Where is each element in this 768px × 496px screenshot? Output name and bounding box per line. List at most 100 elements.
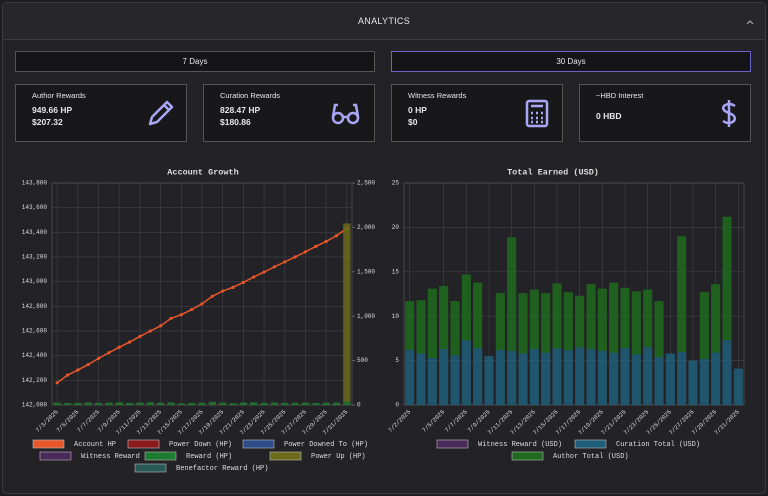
y-tick-label: 142,600 <box>22 328 48 335</box>
bar <box>416 300 426 354</box>
point <box>55 381 59 385</box>
card-title: ~HBD Interest <box>596 91 644 100</box>
bar <box>229 403 237 405</box>
point <box>252 275 256 279</box>
collapse-icon <box>746 20 754 25</box>
card-value: 0 HP <box>408 105 427 115</box>
legend-swatch <box>269 451 302 461</box>
point <box>334 234 339 238</box>
bar <box>260 402 268 405</box>
legend-swatch <box>32 439 65 449</box>
bar <box>484 356 494 405</box>
card-value: $207.32 <box>32 117 63 127</box>
header[interactable]: ANALYTICS <box>3 3 765 40</box>
bar <box>239 402 247 405</box>
bar <box>541 352 551 405</box>
point <box>210 294 214 298</box>
bar <box>281 402 289 405</box>
chart-title: Account Growth <box>167 167 238 177</box>
y-tick-label: 142,000 <box>22 402 48 409</box>
bar <box>312 402 320 405</box>
bar <box>208 401 216 405</box>
bar <box>507 237 517 351</box>
y2-tick-label: 1,000 <box>357 313 375 320</box>
y-tick-label: 10 <box>392 313 400 320</box>
bar <box>94 402 103 405</box>
bar <box>74 402 82 405</box>
bar <box>188 402 196 405</box>
x-tick-label: 7/31/2025 <box>713 408 741 436</box>
card-value: $180.86 <box>220 117 251 127</box>
bar <box>219 402 227 405</box>
bar <box>688 360 698 405</box>
plot-frame <box>403 182 745 406</box>
bar <box>699 292 709 359</box>
bar <box>575 295 585 348</box>
bar <box>609 282 619 353</box>
bar <box>575 347 585 405</box>
bar <box>518 293 528 354</box>
legend-swatch <box>39 451 72 461</box>
bar <box>439 349 449 405</box>
bar <box>711 284 721 353</box>
bar <box>405 301 415 350</box>
bar <box>63 403 72 405</box>
y-tick-label: 143,600 <box>22 204 48 211</box>
bar <box>654 357 664 405</box>
point <box>169 316 173 321</box>
bar <box>677 351 687 405</box>
legend-swatch <box>144 451 177 461</box>
x-tick-label: 7/2/2025 <box>387 408 413 434</box>
bar <box>541 293 551 353</box>
bar <box>733 368 743 405</box>
point <box>117 345 121 349</box>
card: Witness Rewards 0 HP $0 <box>391 84 563 142</box>
point <box>96 356 101 360</box>
bar <box>461 340 471 405</box>
legend-label: Witness Reward (USD) <box>478 441 562 449</box>
bar <box>597 288 607 351</box>
point <box>107 351 111 355</box>
legend-label: Curation Total (USD) <box>616 441 700 449</box>
filter-button[interactable]: 30 Days <box>391 51 751 72</box>
bar <box>167 402 175 405</box>
bar <box>473 282 483 349</box>
y2-tick-label: 1,500 <box>357 268 375 275</box>
bar <box>416 353 426 405</box>
card-value: 0 HBD <box>596 111 622 121</box>
bar <box>495 349 505 405</box>
y2-tick-label: 500 <box>357 357 368 364</box>
bar <box>332 402 341 405</box>
bar <box>631 291 641 355</box>
bar <box>291 402 299 405</box>
bar <box>125 402 134 405</box>
bar <box>427 357 437 405</box>
legend-label: Power Up (HP) <box>311 453 366 461</box>
bar <box>115 402 123 405</box>
point <box>231 285 235 289</box>
legend-swatch <box>127 439 160 449</box>
y2-tick-label: 2,000 <box>357 224 375 231</box>
point <box>65 373 70 377</box>
legend-label: Author Total (USD) <box>553 453 629 461</box>
point <box>272 265 277 269</box>
point <box>86 362 90 367</box>
bar <box>677 236 687 352</box>
bar <box>473 348 483 405</box>
y-tick-label: 0 <box>395 402 399 409</box>
filter-button[interactable]: 7 Days <box>15 51 375 72</box>
y-tick-label: 142,800 <box>22 303 48 310</box>
point <box>127 340 132 344</box>
card-title: Curation Rewards <box>220 91 281 100</box>
bar <box>343 401 351 405</box>
bar <box>146 402 154 405</box>
card-title: Witness Rewards <box>408 91 467 100</box>
legend-swatch <box>242 439 275 449</box>
card-value: 828.47 HP <box>220 105 261 115</box>
x-tick-label: 7/7/2025 <box>444 408 470 434</box>
bar <box>529 289 539 350</box>
card-value: $0 <box>408 117 418 127</box>
bar <box>586 349 596 405</box>
